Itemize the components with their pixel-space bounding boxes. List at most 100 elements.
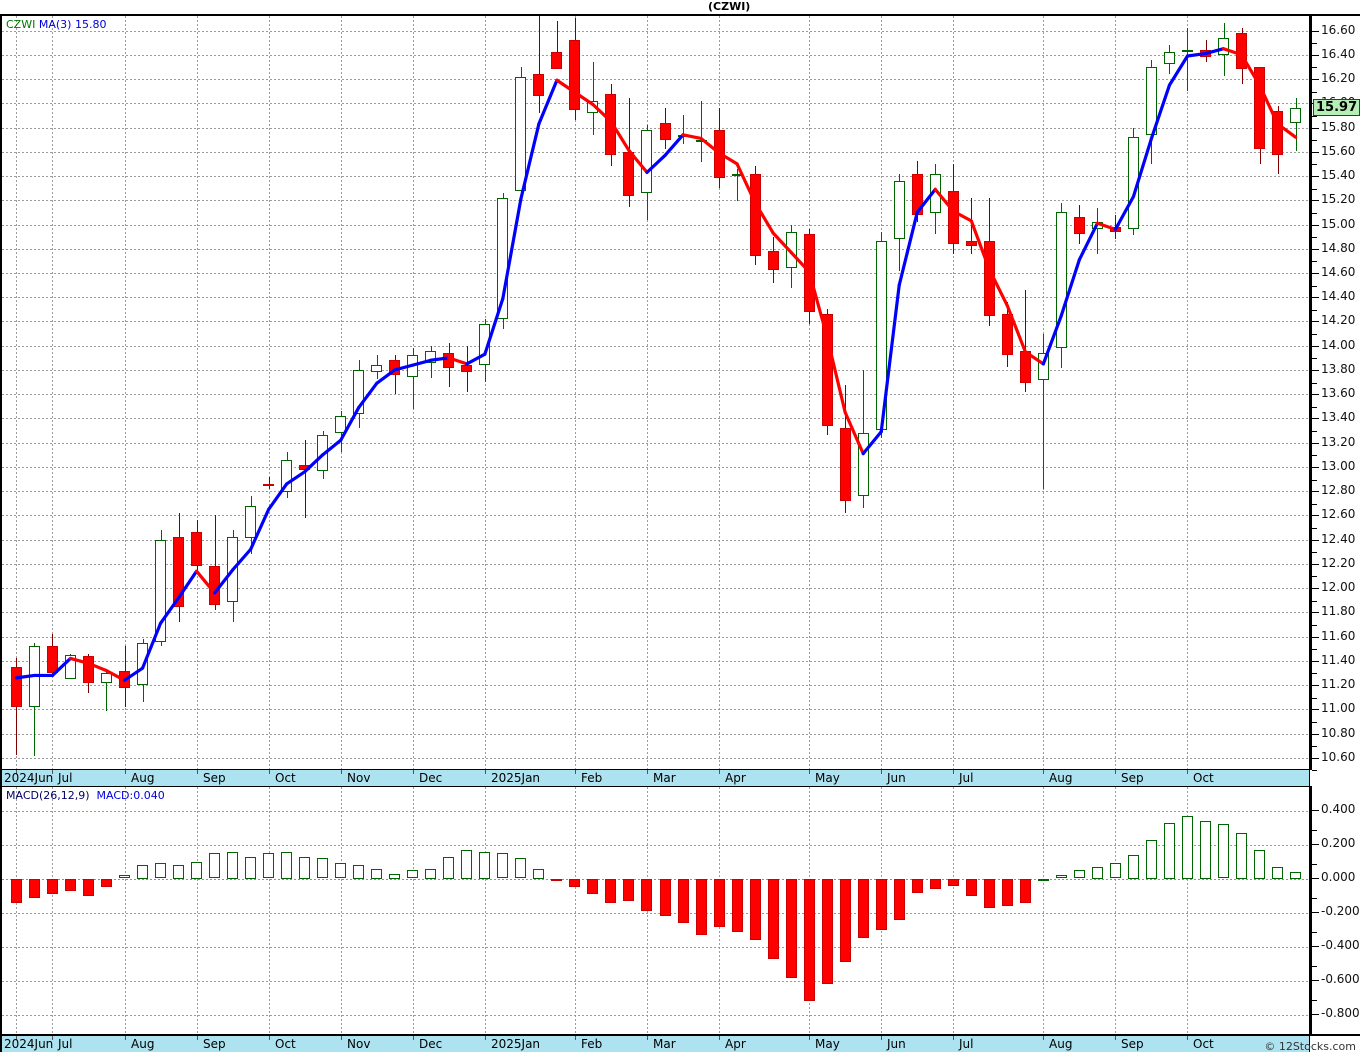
price-axis-tick [1312, 612, 1319, 613]
macd-histogram-bar [191, 862, 202, 879]
ma-segment [303, 453, 325, 474]
ma-segment [1203, 47, 1226, 56]
price-axis-minor-tick [1312, 528, 1317, 529]
price-gridline-h [2, 685, 1309, 686]
price-axis-minor-tick [1312, 601, 1317, 602]
price-axis-label: 13.00 [1321, 459, 1356, 473]
candle-wick [1025, 290, 1026, 392]
ma-segment [681, 133, 703, 141]
candle-body [551, 52, 562, 69]
price-axis-tick [1312, 128, 1319, 129]
price-gridline-v [953, 16, 954, 769]
date-axis-tick [575, 770, 576, 774]
price-axis-label: 13.40 [1321, 410, 1356, 424]
macd-chart-panel[interactable]: MACD(26,12,9) MACD:0.040 [0, 786, 1310, 1036]
price-axis-minor-tick [1312, 334, 1317, 335]
price-axis-label: 14.60 [1321, 265, 1356, 279]
macd-histogram-bar [1110, 863, 1121, 878]
ma-segment [86, 661, 109, 673]
date-axis-tick [1043, 770, 1044, 774]
macd-value-label: MACD:0.040 [96, 789, 165, 802]
macd-histogram-bar [714, 879, 725, 927]
ma-segment [1059, 258, 1081, 318]
price-axis-minor-tick [1312, 67, 1317, 68]
macd-gridline-h [2, 845, 1309, 846]
candle-body [281, 460, 292, 492]
ma-segment [825, 335, 847, 414]
macd-histogram-bar [47, 879, 58, 894]
macd-axis-tick [1312, 946, 1319, 947]
date-axis-tick [413, 1036, 414, 1040]
price-gridline-h [2, 249, 1309, 250]
price-axis-label: 12.00 [1321, 580, 1356, 594]
date-axis-tick [1043, 1036, 1044, 1040]
price-axis-tick [1312, 661, 1319, 662]
ma-segment [231, 547, 253, 572]
price-chart-panel[interactable]: CZWI MA(3) 15.80 [0, 14, 1310, 770]
ma-segment [1005, 304, 1027, 354]
candle-wick [683, 115, 684, 144]
macd-axis-label: -0.800 [1321, 1006, 1360, 1020]
ma-segment [735, 162, 757, 205]
price-axis-minor-tick [1312, 480, 1317, 481]
candle-body [83, 656, 94, 683]
ma-segment [627, 148, 649, 174]
ma-segment [375, 368, 397, 385]
macd-histogram-bar [876, 879, 887, 930]
price-gridline-h [2, 612, 1309, 613]
macd-histogram-bar [641, 879, 652, 911]
price-gridline-h [2, 418, 1309, 419]
ma-segment [861, 430, 883, 456]
price-axis-tick [1312, 443, 1319, 444]
price-axis-label: 12.20 [1321, 556, 1356, 570]
price-y-axis: 16.6016.4016.2016.0015.8015.6015.4015.20… [1310, 14, 1360, 771]
date-label-top: Oct [1193, 771, 1214, 785]
price-gridline-h [2, 31, 1309, 32]
price-axis-minor-tick [1312, 722, 1317, 723]
macd-histogram-bar [750, 879, 761, 940]
date-axis-tick [953, 1036, 954, 1040]
date-label-bottom: Oct [1193, 1037, 1214, 1051]
price-axis-tick [1312, 152, 1319, 153]
ma-segment [897, 210, 919, 287]
price-gridline-v [485, 16, 486, 769]
macd-gridline-v [575, 787, 576, 1034]
price-gridline-v [1187, 16, 1188, 769]
candle-body [1074, 217, 1085, 234]
candle-body [1002, 314, 1013, 355]
price-gridline-h [2, 394, 1309, 395]
macd-axis-label: -0.200 [1321, 904, 1360, 918]
ma-segment [1149, 83, 1172, 141]
macd-histogram-bar [623, 879, 634, 901]
price-plot-area[interactable] [2, 16, 1309, 769]
ma-segment [663, 133, 685, 158]
date-label-top: Apr [725, 771, 746, 785]
price-axis-tick [1312, 394, 1319, 395]
candle-body [11, 667, 22, 707]
candle-body [461, 365, 472, 372]
ma-segment [1113, 195, 1136, 231]
candle-body [822, 314, 833, 426]
ma-segment [339, 405, 361, 442]
price-gridline-h [2, 273, 1309, 274]
price-axis-minor-tick [1312, 189, 1317, 190]
macd-plot-area[interactable] [2, 787, 1309, 1034]
macd-gridline-h [2, 947, 1309, 948]
price-axis-tick [1312, 588, 1319, 589]
ma-segment [194, 569, 217, 595]
candle-body [1182, 50, 1193, 52]
macd-histogram-bar [515, 858, 526, 878]
macd-axis-minor-tick [1312, 898, 1317, 899]
date-label-bottom: 2025Jan [491, 1037, 541, 1051]
date-axis-tick [125, 770, 126, 774]
candle-body [1164, 52, 1175, 64]
candle-body [1236, 33, 1247, 69]
candle-body [371, 365, 382, 372]
macd-axis-label: 0.400 [1321, 802, 1356, 816]
date-axis-tick [1187, 1036, 1188, 1040]
price-axis-tick [1312, 55, 1319, 56]
macd-histogram-bar [930, 879, 941, 889]
ma-segment [249, 507, 271, 551]
candle-wick [539, 16, 540, 113]
candle-body [353, 370, 364, 414]
